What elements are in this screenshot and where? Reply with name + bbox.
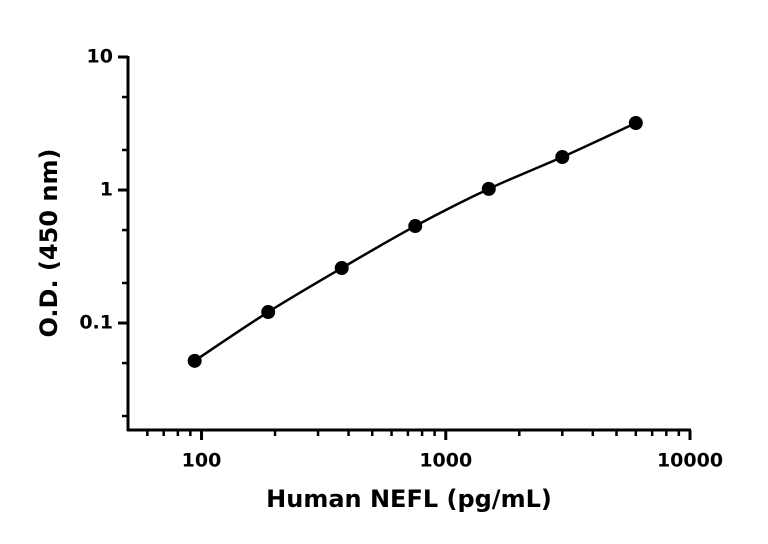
x-tick-label: 100	[182, 450, 222, 472]
data-point	[481, 181, 496, 196]
data-point	[408, 219, 423, 234]
y-axis-title: O.D. (450 nm)	[35, 149, 63, 338]
data-point	[261, 305, 276, 320]
data-point	[334, 261, 349, 276]
x-axis-title: Human NEFL (pg/mL)	[266, 485, 552, 513]
x-tick-label: 10000	[657, 450, 723, 472]
fit-line	[193, 121, 637, 362]
data-point	[555, 150, 570, 165]
y-tick-label: 1	[100, 179, 113, 201]
data-point	[187, 353, 202, 368]
y-tick-label: 10	[87, 46, 113, 68]
data-point	[628, 116, 643, 131]
y-tick-label: 0.1	[79, 312, 113, 334]
x-tick-label: 1000	[419, 450, 472, 472]
